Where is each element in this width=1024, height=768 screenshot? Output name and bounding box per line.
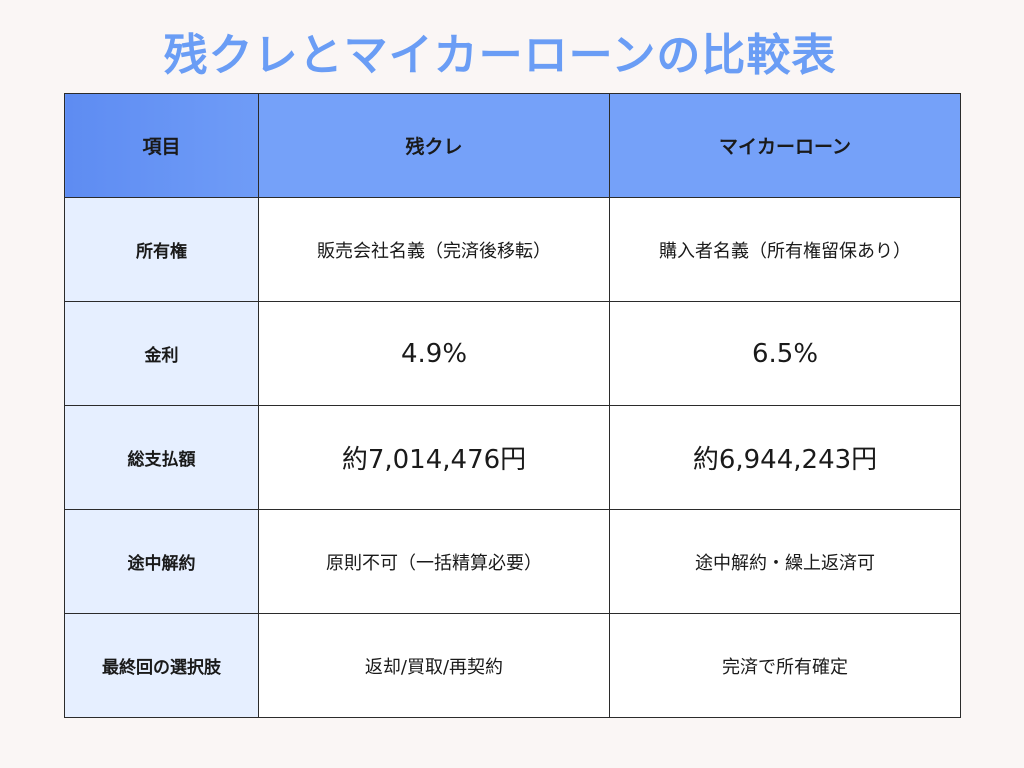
cell-zancre-total-payment: 約7,014,476円 [258, 405, 610, 510]
cell-zancre-early-termination: 原則不可（一括精算必要） [258, 509, 610, 614]
cell-zancre-final-options: 返却/買取/再契約 [258, 613, 610, 718]
table-row-final-options: 最終回の選択肢 返却/買取/再契約 完済で所有確定 [64, 613, 961, 718]
header-car-loan: マイカーローン [609, 93, 961, 198]
header-zancre: 残クレ [258, 93, 610, 198]
cell-loan-ownership: 購入者名義（所有権留保あり） [609, 197, 961, 302]
cell-zancre-interest-rate: 4.9% [258, 301, 610, 406]
cell-loan-final-options: 完済で所有確定 [609, 613, 961, 718]
row-label-total-payment: 総支払額 [64, 405, 259, 510]
row-label-interest-rate: 金利 [64, 301, 259, 406]
row-label-early-termination: 途中解約 [64, 509, 259, 614]
row-label-ownership: 所有権 [64, 197, 259, 302]
table-row-total-payment: 総支払額 約7,014,476円 約6,944,243円 [64, 405, 961, 510]
row-label-final-options: 最終回の選択肢 [64, 613, 259, 718]
cell-loan-early-termination: 途中解約・繰上返済可 [609, 509, 961, 614]
cell-loan-total-payment: 約6,944,243円 [609, 405, 961, 510]
table-row-early-termination: 途中解約 原則不可（一括精算必要） 途中解約・繰上返済可 [64, 509, 961, 614]
cell-zancre-ownership: 販売会社名義（完済後移転） [258, 197, 610, 302]
page-title: 残クレとマイカーローンの比較表 [163, 30, 837, 81]
comparison-table: 項目 残クレ マイカーローン 所有権 販売会社名義（完済後移転） 購入者名義（所… [64, 93, 961, 718]
header-item: 項目 [64, 93, 259, 198]
table-header-row: 項目 残クレ マイカーローン [64, 93, 961, 198]
table-row-interest-rate: 金利 4.9% 6.5% [64, 301, 961, 406]
table-row-ownership: 所有権 販売会社名義（完済後移転） 購入者名義（所有権留保あり） [64, 197, 961, 302]
cell-loan-interest-rate: 6.5% [609, 301, 961, 406]
